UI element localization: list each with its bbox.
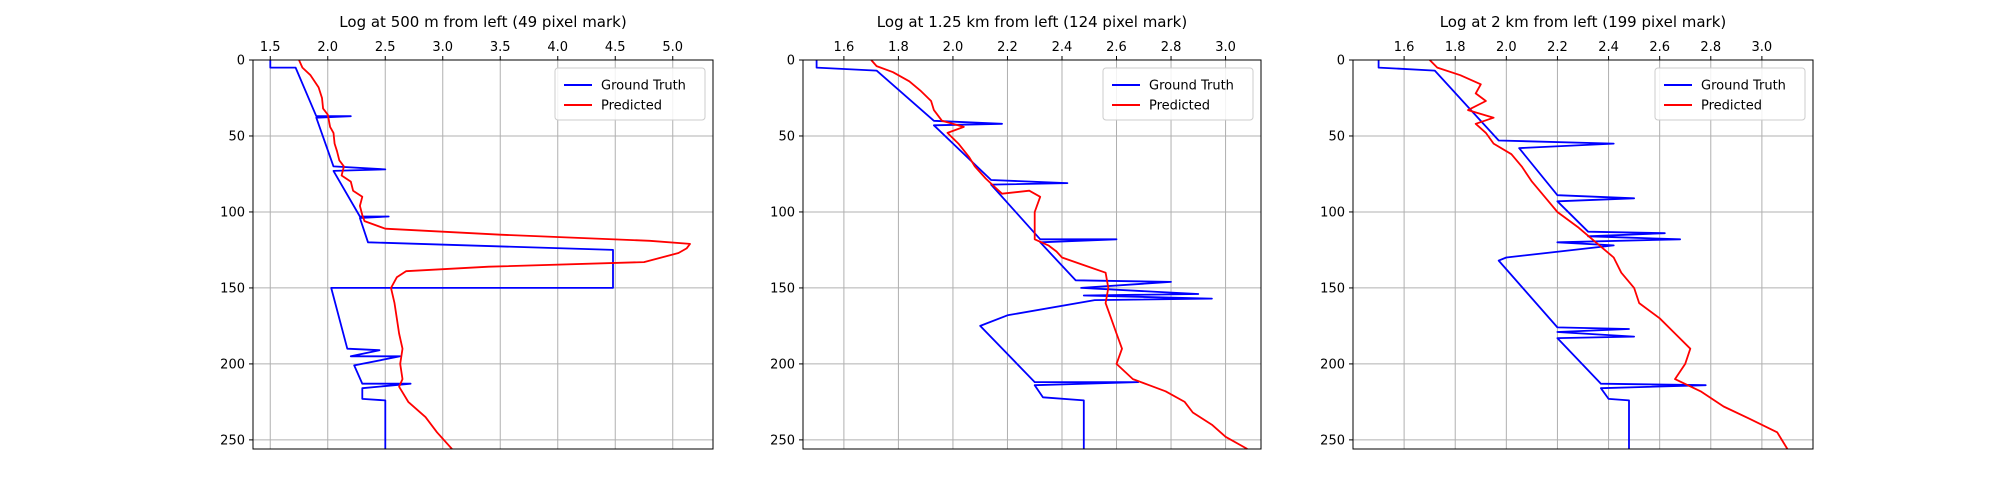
legend-label: Ground Truth <box>1701 79 1786 94</box>
x-tick-label: 2.0 <box>317 40 338 55</box>
x-tick-label: 4.0 <box>547 40 568 55</box>
x-tick-label: 3.5 <box>490 40 511 55</box>
chart-panel-2: 1.6 1.8 2.0 2.2 2.4 2.6 2.8 3.0 0 50 100 150 200 250 L… <box>770 13 1262 450</box>
legend-label: Predicted <box>601 99 662 114</box>
y-tick-label: 0 <box>787 54 795 69</box>
x-tick-label: 5.0 <box>662 40 683 55</box>
y-tick-label: 50 <box>228 129 245 144</box>
x-tick-label: 2.8 <box>1161 40 1182 55</box>
chart-title: Log at 1.25 km from left (124 pixel mark… <box>877 13 1187 31</box>
y-tick-label: 200 <box>770 357 795 372</box>
y-tick-label: 250 <box>1320 433 1345 448</box>
y-tick-label: 0 <box>1337 54 1345 69</box>
x-tick-label: 2.8 <box>1700 40 1721 55</box>
x-tick-label: 1.8 <box>888 40 909 55</box>
y-tick-label: 0 <box>237 54 245 69</box>
series-line-predicted <box>870 59 1248 450</box>
x-tick-label: 2.0 <box>943 40 964 55</box>
axes-frame <box>802 59 1262 450</box>
legend: Ground Truth Predicted <box>1654 67 1806 121</box>
y-tick-label: 200 <box>220 357 245 372</box>
y-tick-label: 100 <box>220 205 245 220</box>
x-tick-label: 2.2 <box>1547 40 1568 55</box>
legend-label: Predicted <box>1149 99 1210 114</box>
x-tick-label: 1.5 <box>260 40 281 55</box>
legend-label: Ground Truth <box>1149 79 1234 94</box>
y-tick-label: 250 <box>770 433 795 448</box>
series-line-predicted <box>298 59 691 450</box>
chart-title: Log at 2 km from left (199 pixel mark) <box>1440 13 1727 31</box>
legend-box <box>1654 67 1806 121</box>
chart-title: Log at 500 m from left (49 pixel mark) <box>339 13 626 31</box>
chart-panel-3: 1.6 1.8 2.0 2.2 2.4 2.6 2.8 3.0 0 50 100 150 200 250 L… <box>1320 13 1814 450</box>
axes-frame <box>252 59 714 450</box>
y-tick-label: 150 <box>1320 281 1345 296</box>
y-tick-label: 150 <box>770 281 795 296</box>
x-tick-label: 3.0 <box>1752 40 1773 55</box>
x-tick-label: 2.6 <box>1649 40 1670 55</box>
x-tick-label: 2.6 <box>1106 40 1127 55</box>
legend-box <box>554 67 706 121</box>
legend: Ground Truth Predicted <box>554 67 706 121</box>
x-tick-label: 2.2 <box>997 40 1018 55</box>
legend-box <box>1102 67 1254 121</box>
legend: Ground Truth Predicted <box>1102 67 1254 121</box>
legend-label: Ground Truth <box>601 79 686 94</box>
series-line-ground-truth <box>269 60 614 449</box>
series-line-ground-truth <box>815 60 1213 449</box>
series-line-ground-truth <box>1377 60 1707 449</box>
x-tick-label: 2.5 <box>375 40 396 55</box>
x-tick-label: 4.5 <box>605 40 626 55</box>
series-line-predicted <box>1429 59 1789 450</box>
x-tick-label: 1.6 <box>1394 40 1415 55</box>
x-tick-label: 1.6 <box>834 40 855 55</box>
y-tick-label: 50 <box>1328 129 1345 144</box>
y-tick-label: 200 <box>1320 357 1345 372</box>
chart-panel-1: 1.5 2.0 2.5 3.0 3.5 4.0 4.5 5.0 0 50 100 150 200 250 L… <box>220 13 714 450</box>
axes-frame <box>1352 59 1814 450</box>
x-tick-label: 2.0 <box>1496 40 1517 55</box>
y-tick-label: 150 <box>220 281 245 296</box>
y-tick-label: 50 <box>778 129 795 144</box>
legend-label: Predicted <box>1701 99 1762 114</box>
x-tick-label: 2.4 <box>1598 40 1619 55</box>
y-tick-label: 250 <box>220 433 245 448</box>
y-tick-label: 100 <box>1320 205 1345 220</box>
x-tick-label: 3.0 <box>432 40 453 55</box>
x-tick-label: 3.0 <box>1215 40 1236 55</box>
y-tick-label: 100 <box>770 205 795 220</box>
x-tick-label: 2.4 <box>1052 40 1073 55</box>
x-tick-label: 1.8 <box>1445 40 1466 55</box>
